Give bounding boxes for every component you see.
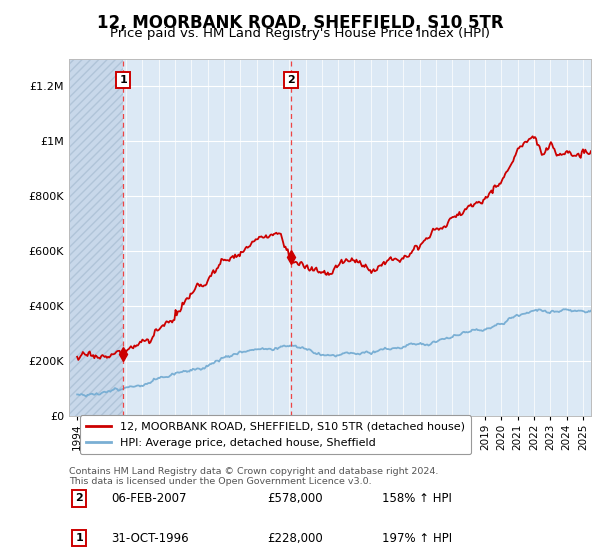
- Text: 158% ↑ HPI: 158% ↑ HPI: [382, 492, 452, 505]
- Text: £228,000: £228,000: [268, 531, 323, 545]
- Text: 2: 2: [287, 75, 295, 85]
- Text: 12, MOORBANK ROAD, SHEFFIELD, S10 5TR: 12, MOORBANK ROAD, SHEFFIELD, S10 5TR: [97, 14, 503, 32]
- Text: Contains HM Land Registry data © Crown copyright and database right 2024.
This d: Contains HM Land Registry data © Crown c…: [69, 466, 439, 486]
- Text: 06-FEB-2007: 06-FEB-2007: [111, 492, 186, 505]
- Text: 1: 1: [119, 75, 127, 85]
- Text: 31-OCT-1996: 31-OCT-1996: [111, 531, 188, 545]
- Text: Price paid vs. HM Land Registry's House Price Index (HPI): Price paid vs. HM Land Registry's House …: [110, 27, 490, 40]
- Bar: [69, 59, 124, 417]
- Text: 197% ↑ HPI: 197% ↑ HPI: [382, 531, 452, 545]
- Text: 2: 2: [76, 493, 83, 503]
- Text: £578,000: £578,000: [268, 492, 323, 505]
- Legend: 12, MOORBANK ROAD, SHEFFIELD, S10 5TR (detached house), HPI: Average price, deta: 12, MOORBANK ROAD, SHEFFIELD, S10 5TR (d…: [80, 416, 472, 454]
- Text: 1: 1: [76, 533, 83, 543]
